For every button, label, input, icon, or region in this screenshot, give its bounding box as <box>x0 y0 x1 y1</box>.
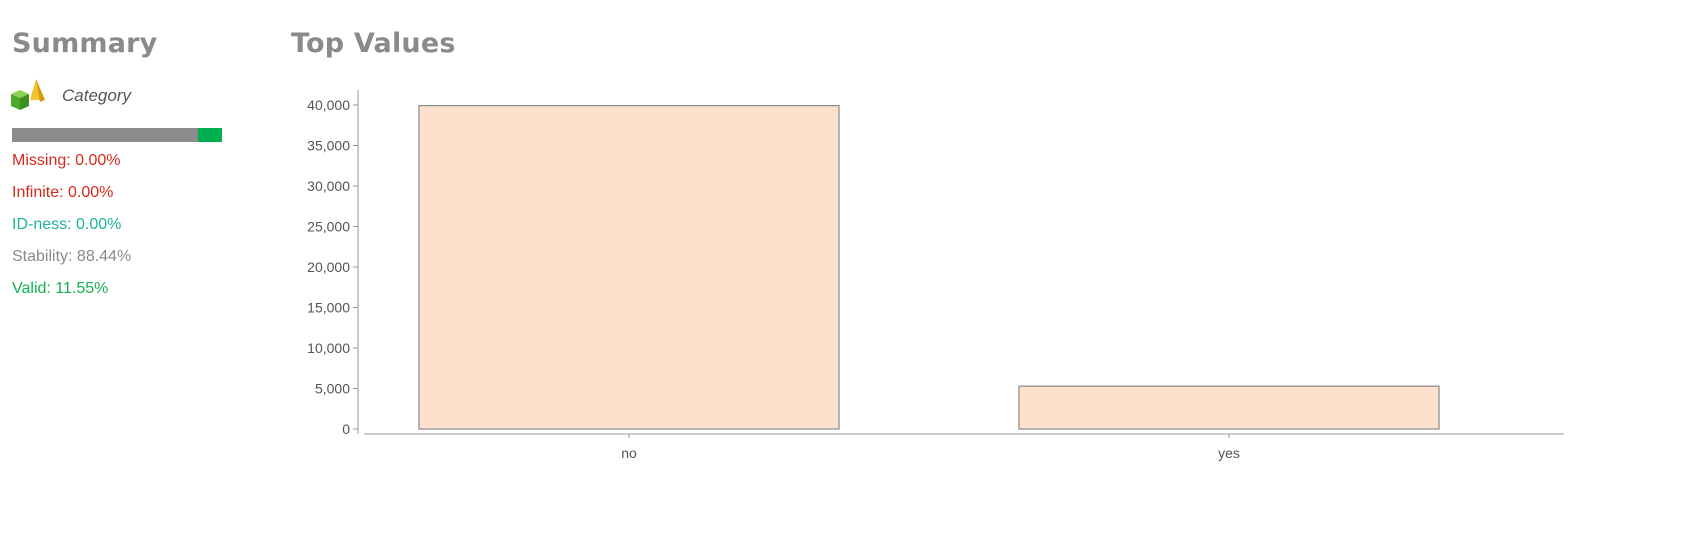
bar-yes <box>1019 386 1439 429</box>
y-tick-label: 20,000 <box>307 259 350 275</box>
top-values-chart: 0 5,000 10,000 15,000 20,000 25,000 30,000 35,0… <box>290 80 1580 480</box>
y-tick-label: 30,000 <box>307 178 350 194</box>
y-tick-label: 35,000 <box>307 138 350 154</box>
y-tick-label: 40,000 <box>307 97 350 113</box>
top-values-title: Top Values <box>291 28 456 59</box>
stat-valid: Valid: 11.55% <box>12 280 108 298</box>
stat-infinite: Infinite: 0.00% <box>12 184 113 202</box>
pyramid-icon <box>30 79 45 102</box>
y-tick-label: 10,000 <box>307 340 350 356</box>
stat-missing: Missing: 0.00% <box>12 152 121 170</box>
cube-icon <box>11 90 29 110</box>
summary-title: Summary <box>12 28 157 59</box>
attribute-type-label: Category <box>62 86 131 106</box>
y-tick-label: 0 <box>342 421 350 437</box>
stat-stability: Stability: 88.44% <box>12 248 131 266</box>
stat-id-ness: ID-ness: 0.00% <box>12 216 121 234</box>
quality-bar <box>12 128 222 142</box>
y-tick-label: 15,000 <box>307 300 350 316</box>
x-tick-label-yes: yes <box>1218 445 1240 461</box>
bar-no <box>419 106 839 429</box>
attribute-type: Category <box>10 78 230 112</box>
y-tick-label: 25,000 <box>307 219 350 235</box>
category-icon <box>10 78 48 112</box>
y-tick-label: 5,000 <box>315 381 350 397</box>
quality-bar-valid-segment <box>198 128 222 142</box>
x-tick-label-no: no <box>621 445 637 461</box>
